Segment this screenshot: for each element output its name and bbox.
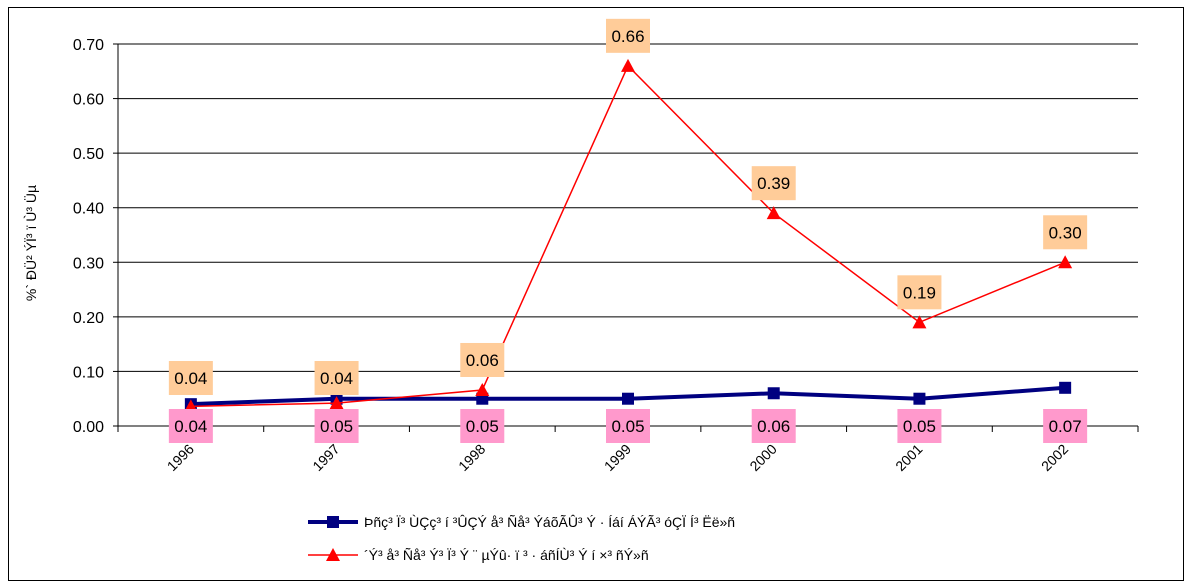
legend-item: ´Ý³ å³ Ñå³ Ý³ Ï³ Ý ¨ µÝû· ï ³ · áñÍÙ³ Ý … (308, 547, 649, 563)
data-label-box (168, 361, 213, 395)
y-tick-label: 0.60 (73, 92, 104, 109)
data-label: 0.66 (611, 27, 644, 46)
data-point-square (622, 392, 634, 405)
data-point-square (327, 516, 339, 528)
data-label-box (606, 409, 650, 443)
data-point-square (1059, 381, 1072, 394)
data-label: 0.19 (903, 283, 936, 302)
data-point-triangle (326, 548, 340, 561)
data-label: 0.30 (1049, 223, 1082, 242)
data-point-triangle (766, 206, 781, 220)
x-tick-label: 2002 (1038, 441, 1071, 474)
data-point-triangle (621, 58, 635, 72)
data-label: 0.06 (466, 351, 499, 370)
data-label-box (1043, 409, 1088, 443)
y-tick-label: 0.40 (73, 201, 104, 218)
data-label: 0.06 (757, 417, 790, 436)
data-point-triangle (912, 315, 927, 329)
gridlines (118, 43, 1138, 372)
y-axis-label: %` ÐÜ² ÝÏ³ ï Ù³ Üµ (22, 185, 39, 301)
data-label-box (897, 275, 942, 310)
y-tick-label: 0.30 (73, 255, 104, 272)
data-label: 0.05 (466, 417, 499, 436)
data-label-box (460, 409, 505, 443)
data-label-box (606, 18, 650, 53)
y-tick-label: 0.50 (73, 146, 104, 163)
x-tick-label: 1997 (309, 441, 342, 474)
y-tick-label: 0.10 (73, 364, 104, 381)
data-point-square (913, 392, 926, 405)
data-label-box (314, 409, 359, 443)
data-label-box (460, 342, 505, 377)
y-tick-label: 0.00 (73, 419, 104, 436)
data-label-box (751, 166, 796, 201)
x-tick-label: 2000 (746, 441, 779, 474)
data-label: 0.04 (174, 369, 207, 388)
axes: 0.00 0.10 0.20 0.30 0.40 0.50 0.60 0.70 1996 1997… (73, 37, 1139, 474)
data-labels: 0.04 0.05 0.05 0.05 0.06 0.05 0.07 0.04 0.04 0.06… (168, 18, 1088, 443)
data-label-box (314, 361, 359, 395)
data-label: 0.05 (611, 417, 644, 436)
x-tick-label: 2001 (892, 441, 925, 474)
legend-label: Þñç³ Ï³ ÙÇç³ í ³ÛÇÝ å³ Ñå³ ÝáõÃÛ³ Ý · Íá… (364, 514, 735, 530)
data-point-triangle (1058, 255, 1073, 269)
data-label-box (1043, 215, 1088, 250)
y-tick-label: 0.20 (73, 310, 104, 327)
data-label: 0.05 (320, 417, 353, 436)
data-point-square (767, 387, 780, 400)
data-label-box (897, 409, 942, 443)
x-tick-label: 1998 (455, 441, 488, 474)
data-label: 0.39 (757, 174, 790, 193)
data-label: 0.04 (320, 369, 353, 388)
data-label-box (751, 409, 796, 443)
data-label: 0.04 (174, 417, 207, 436)
legend: Þñç³ Ï³ ÙÇç³ í ³ÛÇÝ å³ Ñå³ ÝáõÃÛ³ Ý · Íá… (308, 514, 735, 563)
data-point-triangle (475, 382, 490, 396)
y-tick-label: 0.70 (73, 37, 104, 54)
x-tick-label: 1999 (601, 441, 634, 474)
data-label: 0.07 (1049, 417, 1082, 436)
series-layer (183, 58, 1073, 413)
legend-label: ´Ý³ å³ Ñå³ Ý³ Ï³ Ý ¨ µÝû· ï ³ · áñÍÙ³ Ý … (364, 547, 649, 563)
x-tick-label: 1996 (164, 441, 197, 474)
series-line (190, 64, 1066, 408)
legend-item: Þñç³ Ï³ ÙÇç³ í ³ÛÇÝ å³ Ñå³ ÝáõÃÛ³ Ý · Íá… (308, 514, 735, 530)
data-point-triangle (329, 396, 344, 410)
data-label-box (168, 409, 213, 443)
chart-frame (8, 7, 1184, 581)
data-label: 0.05 (903, 417, 936, 436)
